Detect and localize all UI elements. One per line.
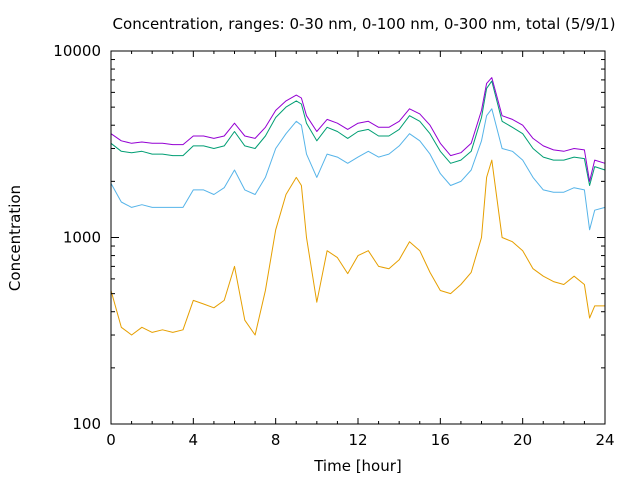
- series-line-2: [110, 108, 606, 231]
- x-tick-label: 16: [431, 431, 450, 449]
- y-tick-label: 100: [72, 415, 101, 433]
- y-axis: 100 1000 10000: [53, 42, 605, 433]
- x-tick-label: 4: [189, 431, 199, 449]
- series-line-3: [110, 80, 606, 186]
- series-line-1: [110, 159, 605, 336]
- plot-frame: [110, 50, 606, 425]
- x-tick-label: 20: [513, 431, 532, 449]
- series-line-4: [110, 77, 606, 182]
- y-axis-label: Concentration: [6, 185, 24, 291]
- x-axis: 0 4 8 12 16 20 24: [106, 51, 615, 449]
- x-tick-label: 8: [271, 431, 281, 449]
- chart-title: Concentration, ranges: 0-30 nm, 0-100 nm…: [113, 15, 616, 33]
- y-tick-label: 10000: [53, 42, 101, 60]
- plot-area: [110, 77, 606, 336]
- x-tick-label: 0: [106, 431, 116, 449]
- y-tick-label: 1000: [63, 229, 101, 247]
- x-tick-label: 24: [595, 431, 614, 449]
- x-axis-label: Time [hour]: [313, 457, 402, 475]
- x-tick-label: 12: [348, 431, 367, 449]
